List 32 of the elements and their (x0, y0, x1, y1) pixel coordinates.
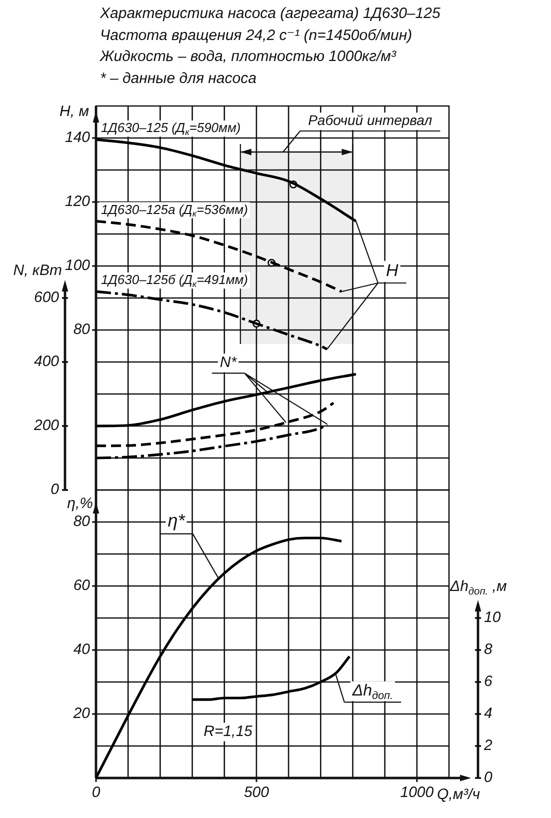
y2-tick-label: 400 (34, 353, 60, 370)
y2-tick-label: 600 (34, 289, 60, 306)
y-tick-label: 120 (64, 193, 91, 210)
y2-tick-label: 2 (483, 737, 493, 754)
annotation: R=1,15 (204, 723, 254, 740)
y-tick-label: 140 (64, 129, 91, 146)
y-tick-label: 100 (64, 257, 91, 274)
annotation: H (386, 261, 399, 280)
y-tick-label: 80 (73, 321, 91, 338)
y-tick-label: 20 (72, 705, 91, 722)
band-label: Рабочий интервал (308, 112, 432, 128)
y-axis-title: H, м (60, 103, 89, 120)
y2-tick-label: 8 (484, 641, 493, 658)
x-axis-title: Q,м³/ч (437, 786, 480, 804)
y2-tick-label: 10 (484, 609, 502, 626)
text: η* (168, 510, 186, 531)
y2-tick-label: 0 (50, 481, 60, 498)
chart-title: Характеристика насоса (агрегата) 1Д630–125 (100, 4, 440, 24)
y2-tick-label: 4 (484, 705, 492, 722)
series-label: N* (220, 354, 238, 372)
x-tick-label: 0 (92, 784, 101, 802)
y2-axis-title: N, кВт (13, 262, 62, 280)
y-tick-label: 40 (73, 641, 91, 658)
y-tick-label: 60 (73, 577, 91, 594)
y2-tick-label: 0 (484, 769, 493, 786)
x-tick-label: 1000 (400, 784, 434, 802)
chart-subtitle: Частота вращения 24,2 с⁻¹ (n=1450об/мин) Жидкость – вода, плотностью 1000кг/м³ * – данные для насоса (100, 26, 414, 88)
y2-tick-label: 6 (484, 673, 493, 690)
y-tick-label: 80 (73, 513, 91, 530)
y2-tick-label: 200 (32, 417, 60, 434)
y-axis-title: η,% (67, 495, 94, 512)
x-tick-label: 500 (244, 784, 270, 802)
